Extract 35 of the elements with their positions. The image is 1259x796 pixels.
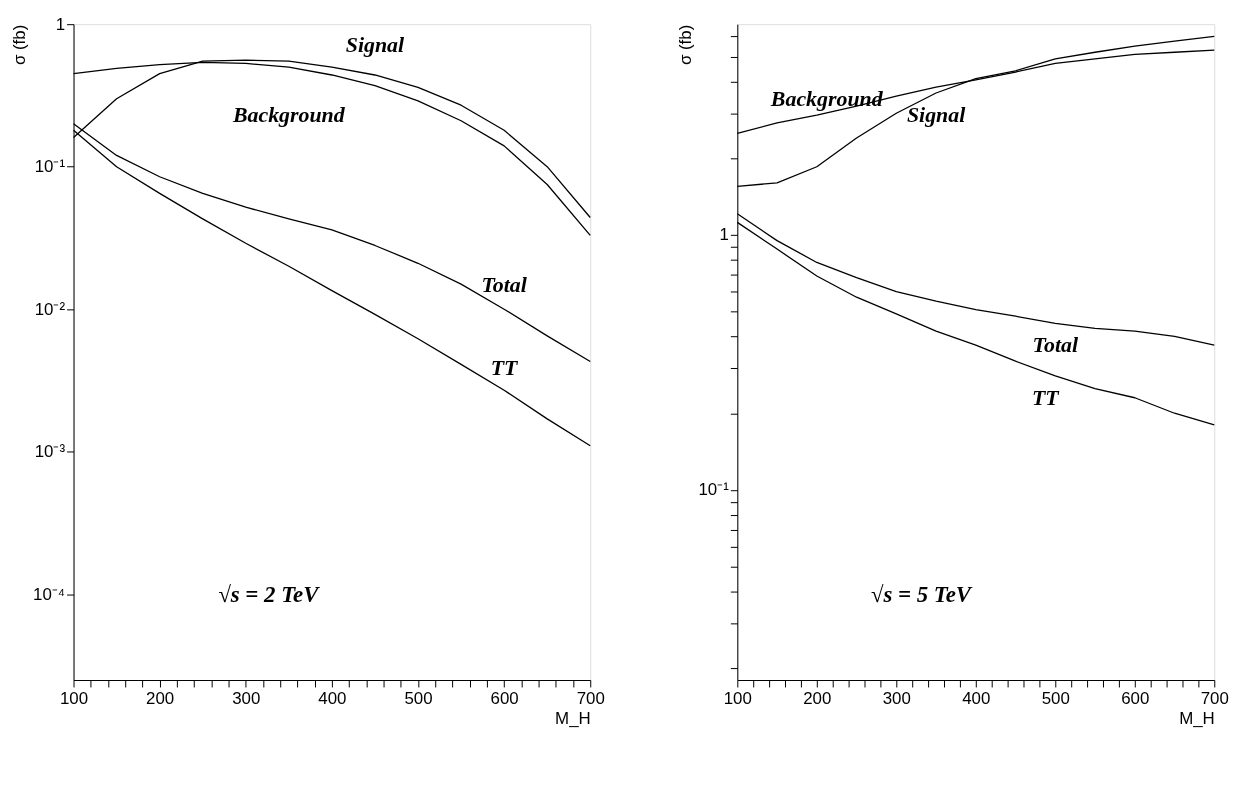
y-tick-label: 1 xyxy=(719,225,729,245)
y-tick-label: 10⁻² xyxy=(34,299,66,319)
x-tick-label: 400 xyxy=(962,689,991,709)
y-axis-title: σ (fb) xyxy=(675,24,695,66)
annotation: √s = 2 TeV xyxy=(218,581,321,607)
x-tick-label: 600 xyxy=(490,689,519,709)
x-tick-label: 700 xyxy=(1200,689,1229,709)
y-tick-label: 1 xyxy=(55,14,66,34)
series-label: Background xyxy=(769,87,884,112)
x-tick-label: 100 xyxy=(59,689,89,709)
x-tick-label: 500 xyxy=(404,689,433,709)
y-tick-label: 10⁻¹ xyxy=(698,480,730,500)
x-tick-label: 600 xyxy=(1121,689,1150,709)
series-label: TT xyxy=(1032,385,1061,410)
x-tick-label: 100 xyxy=(723,689,752,709)
x-tick-label: 300 xyxy=(232,689,261,709)
series-label: Signal xyxy=(345,33,406,58)
x-tick-label: 700 xyxy=(576,689,605,709)
series-label: Signal xyxy=(906,102,967,127)
y-tick-label: 10⁻¹ xyxy=(34,157,66,177)
x-axis-title: M_H xyxy=(555,709,591,729)
x-axis-title: M_H xyxy=(1179,709,1215,729)
y-tick-label: 10⁻³ xyxy=(34,442,66,462)
x-tick-label: 200 xyxy=(803,689,832,709)
y-axis-title: σ (fb) xyxy=(10,24,30,66)
series-label: Total xyxy=(1032,333,1079,358)
x-tick-label: 200 xyxy=(146,689,175,709)
x-tick-label: 300 xyxy=(882,689,911,709)
series-label: TT xyxy=(490,356,520,381)
series-label: Total xyxy=(481,273,528,298)
annotation: √s = 5 TeV xyxy=(870,581,973,607)
x-tick-label: 500 xyxy=(1041,689,1070,709)
y-tick-label: 10⁻⁴ xyxy=(33,584,66,604)
x-tick-label: 400 xyxy=(318,689,347,709)
series-label: Background xyxy=(231,102,346,127)
